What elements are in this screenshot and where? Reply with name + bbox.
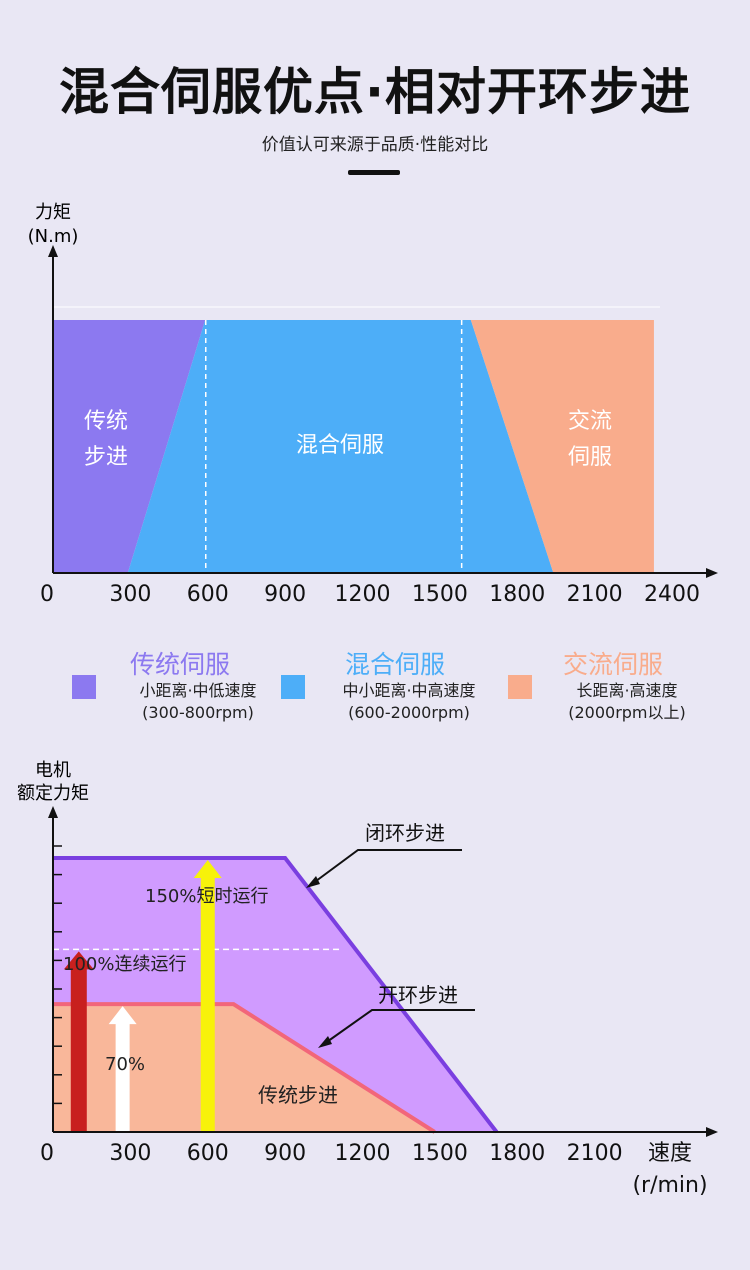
x-tick-label: 2100 [567,1141,623,1166]
legend-desc-line1: 长距离·高速度 [576,681,678,700]
arrow-3 [108,1006,137,1132]
x-axis-unit: (r/min) [632,1173,707,1198]
x-tick-label: 900 [264,582,306,607]
x-tick-label: 300 [109,582,151,607]
y-axis-unit: (N.m) [28,226,79,247]
x-tick-label: 600 [187,1141,229,1166]
title-underline [348,170,400,175]
region-1 [53,320,206,573]
x-tick-label: 1200 [335,1141,391,1166]
region-label-1: 传统 [84,409,128,434]
open-loop-area [53,1004,435,1132]
page-subtitle: 价值认可来源于品质·性能对比 [261,135,489,155]
x-axis-arrow [706,568,718,578]
x-axis-arrow [706,1127,718,1137]
legend-swatch-ac [508,675,532,699]
region-label-3-line2: 伺服 [568,445,612,470]
arrow-label-150: 150%短时运行 [145,886,268,907]
arrow-1 [193,860,222,1132]
closed-loop-line [53,856,499,1134]
open-loop-line [53,1002,436,1134]
arrow-label-70: 70% [105,1054,145,1075]
x-tick-label: 1500 [412,1141,468,1166]
torque-range-chart: 传统步进 混合伺服 交流伺服 力矩 (N.m) 0 300 600 900 1200 1500 180… [28,202,718,607]
arrow-label-100: 100%连续运行 [63,954,186,975]
x-tick-label: 1800 [489,1141,545,1166]
legend-desc-stepper: 小距离·中低速度 (300-800rpm) [98,680,298,724]
x-tick-label: 900 [264,1141,306,1166]
x-tick-label: 600 [187,582,229,607]
x-tick-label: 2400 [644,582,700,607]
legend-title-hybrid: 混合伺服 [344,650,445,679]
page-title: 混合伺服优点·相对开环步进 [59,63,691,121]
legend-swatch-hybrid [281,675,305,699]
legend-desc-line2: (300-800rpm) [142,703,254,722]
region-label-2: 混合伺服 [296,433,384,458]
x-tick-label: 1200 [335,582,391,607]
callout-line-open [323,1009,475,1045]
callout-label-closed: 闭环步进 [365,821,445,845]
area-label: 传统步进 [258,1083,338,1107]
legend-desc-line2: (2000rpm以上) [568,703,686,722]
legend: 传统伺服 小距离·中低速度 (300-800rpm) 混合伺服 中小距离·中高速… [0,645,750,735]
y-axis-label: 电机 [35,760,71,781]
arrow-2 [63,951,94,1132]
legend-desc-line2: (600-2000rpm) [348,703,470,722]
y-axis-arrow [48,806,58,818]
legend-desc-ac: 长距离·高速度 (2000rpm以上) [527,680,727,724]
legend-desc-line1: 小距离·中低速度 [139,681,257,700]
callout-line-closed [311,849,462,885]
region-3 [470,320,654,573]
x-tick-label: 0 [40,582,54,607]
x-axis-label: 速度 [648,1141,692,1166]
region-label-1-line2: 步进 [84,445,128,470]
y-axis-arrow [48,245,58,257]
x-tick-label: 2100 [567,582,623,607]
y-axis-label: 力矩 [35,202,71,223]
legend-title-ac: 交流伺服 [562,650,663,679]
x-tick-label: 300 [109,1141,151,1166]
legend-desc-hybrid: 中小距离·中高速度 (600-2000rpm) [309,680,509,724]
callout-arrow-open [318,1036,332,1048]
y-axis-label-line2: 额定力矩 [17,783,89,804]
x-tick-label: 1800 [489,582,545,607]
region-2 [127,320,554,573]
legend-desc-line1: 中小距离·中高速度 [342,681,476,700]
x-tick-label: 1500 [412,582,468,607]
legend-title-stepper: 传统伺服 [129,650,230,679]
callout-label-open: 开环步进 [378,983,458,1007]
callout-arrow-closed [306,876,320,888]
x-tick-label: 0 [40,1141,54,1166]
legend-swatch-stepper [72,675,96,699]
region-label-3: 交流 [568,409,612,434]
